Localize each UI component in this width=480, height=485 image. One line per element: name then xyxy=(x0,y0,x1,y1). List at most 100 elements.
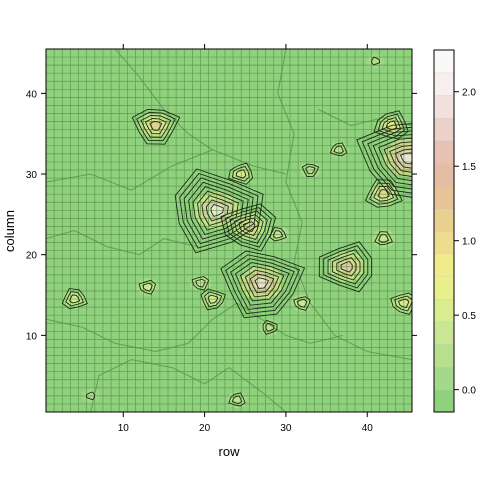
contour-ring xyxy=(85,391,96,401)
contour-ring xyxy=(374,231,394,246)
contour-ring xyxy=(331,253,361,281)
contour-ring xyxy=(254,277,270,289)
contour-ring xyxy=(142,282,153,292)
contour-ring xyxy=(228,392,246,407)
boundary-line xyxy=(46,229,197,256)
contour-ring xyxy=(224,207,272,248)
color-key-band xyxy=(433,49,455,74)
contour-ring xyxy=(144,118,167,135)
color-key-tick-label: 2.0 xyxy=(462,88,476,99)
y-tick-label: 20 xyxy=(26,251,38,262)
contour-lines xyxy=(61,56,412,407)
contour-ring xyxy=(61,288,88,310)
color-key-band xyxy=(433,298,455,322)
x-tick-label: 30 xyxy=(280,423,292,434)
boundary-line xyxy=(236,302,344,344)
contour-ring xyxy=(333,145,344,154)
contour-ring xyxy=(340,260,353,273)
contour-ring xyxy=(398,298,410,309)
contour-ring xyxy=(197,190,239,231)
contour-ring xyxy=(233,214,264,240)
contour-ring xyxy=(234,262,290,306)
color-key-tick-label: 0.0 xyxy=(462,386,476,397)
contour-ring xyxy=(201,195,234,227)
color-key-band xyxy=(433,72,455,96)
hotspot-fill xyxy=(143,284,152,290)
contour-ring xyxy=(385,120,398,131)
contour-ring xyxy=(138,279,157,295)
color-key-band xyxy=(433,208,455,232)
contour-ring xyxy=(296,298,308,308)
color-key-border xyxy=(433,49,455,413)
contour-ring xyxy=(265,322,275,332)
hotspot-fill xyxy=(150,121,162,131)
x-tick-label: 40 xyxy=(362,423,374,434)
contour-ring xyxy=(231,395,243,404)
x-tick-label: 20 xyxy=(199,423,211,434)
color-key-band xyxy=(433,140,455,164)
color-key-tick-label: 1.5 xyxy=(462,162,476,173)
contour-ring xyxy=(244,269,280,298)
hotspot-fill xyxy=(298,300,306,307)
color-key-band xyxy=(433,389,455,413)
color-key-band xyxy=(433,117,455,141)
contour-ring xyxy=(373,185,395,202)
hotspot xyxy=(365,53,385,69)
contour-ring xyxy=(183,177,254,245)
contour-ring xyxy=(203,291,223,308)
hotspot-fill xyxy=(372,58,379,64)
color-key-band xyxy=(433,276,455,300)
contour-ring xyxy=(200,288,226,311)
color-key-band xyxy=(433,343,455,368)
cell-grid xyxy=(46,49,412,412)
contour-ring xyxy=(372,134,412,186)
contour-ring xyxy=(381,117,402,134)
contour-ring xyxy=(378,234,390,243)
contour-ring xyxy=(195,278,206,288)
contour-ring xyxy=(149,121,163,131)
contour-ring xyxy=(220,203,277,252)
contour-ring xyxy=(356,123,412,198)
contour-ring xyxy=(383,141,412,177)
contour-ring xyxy=(242,221,256,233)
x-tick-label: 10 xyxy=(118,423,130,434)
boundary-line xyxy=(46,302,238,353)
contour-ring xyxy=(361,126,412,194)
color-key-band xyxy=(433,185,455,209)
contour-ring xyxy=(400,152,412,165)
contour-ring xyxy=(371,56,381,66)
contour-ring xyxy=(373,110,409,140)
color-key-band xyxy=(433,95,455,119)
contour-ring xyxy=(369,182,399,205)
contour-ring xyxy=(377,113,405,137)
contour-ring xyxy=(389,145,412,173)
contour-ring xyxy=(305,166,316,175)
contour-ring xyxy=(323,245,369,289)
hotspot-fill xyxy=(379,235,388,242)
contour-ring xyxy=(207,294,219,304)
contour-ring xyxy=(336,257,357,277)
contour-ring xyxy=(220,250,306,319)
axes: 10 20 30 40 10 20 30 40 xyxy=(26,44,417,434)
boundary-line xyxy=(277,49,412,361)
color-key: 0.0 0.5 1.0 1.5 2.0 xyxy=(433,49,476,413)
contour-ring xyxy=(65,291,85,307)
color-key-band xyxy=(433,321,455,345)
contour-ring xyxy=(136,111,176,142)
contour-ring xyxy=(238,217,260,237)
color-key-tick-label: 1.0 xyxy=(462,237,476,248)
contour-ring xyxy=(394,295,412,312)
y-tick-label: 40 xyxy=(26,89,38,100)
contour-ring xyxy=(210,203,224,217)
contour-ring xyxy=(228,162,254,185)
contour-ring xyxy=(390,292,412,315)
color-key-band xyxy=(433,230,455,255)
contour-ring xyxy=(262,319,278,335)
panel-border xyxy=(45,48,413,413)
contour-ring xyxy=(230,258,295,310)
contour-ring xyxy=(301,163,320,177)
boundary-line xyxy=(46,149,287,191)
hotspot-fill xyxy=(233,397,241,403)
color-key-ticks: 0.0 0.5 1.0 1.5 2.0 xyxy=(454,88,476,397)
